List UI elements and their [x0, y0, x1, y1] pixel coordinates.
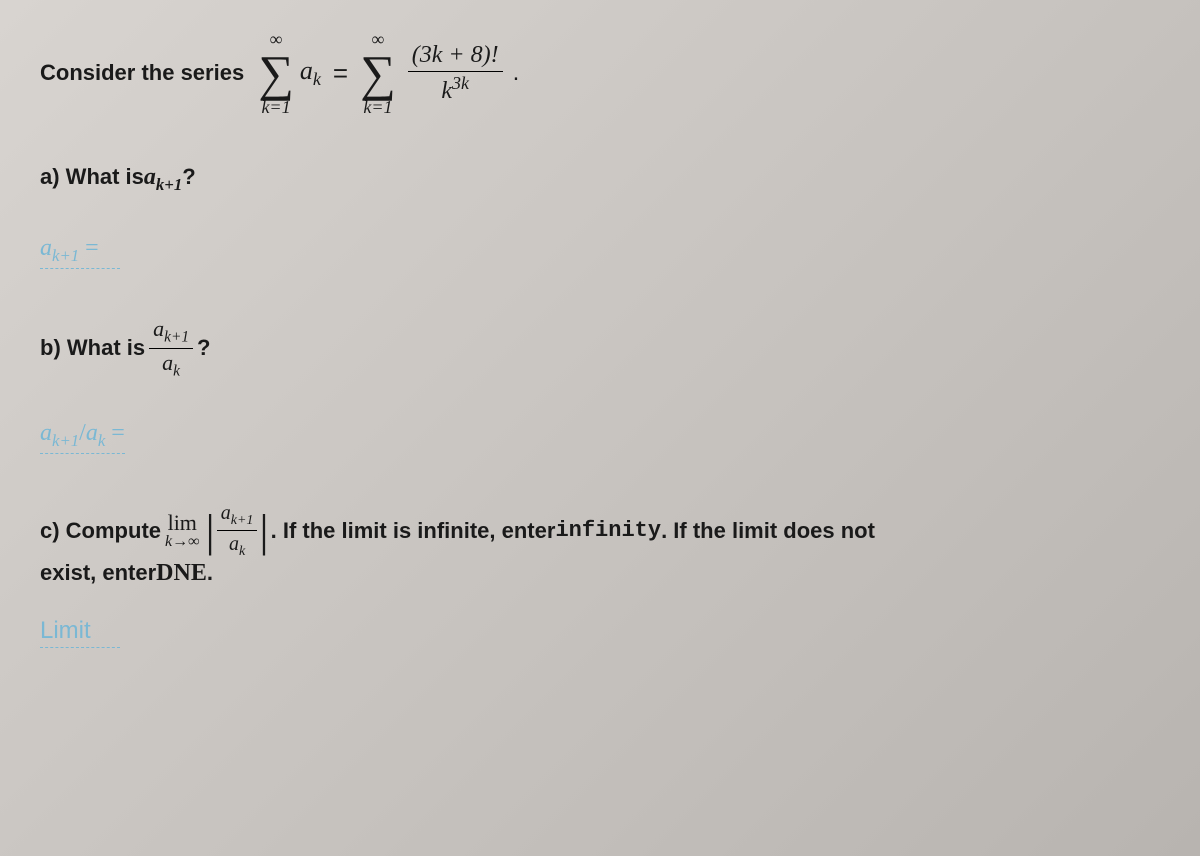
part-c-label2: . If the limit is infinite, enter: [271, 509, 556, 553]
dne-keyword: DNE: [156, 560, 207, 587]
part-c-label1: c) Compute: [40, 509, 161, 553]
part-c-label3: . If the limit does not: [661, 509, 875, 553]
series-fraction: (3k + 8)! k3k: [408, 42, 503, 104]
part-c-fraction: ak+1 ak: [217, 502, 258, 560]
equals: =: [333, 58, 348, 89]
period: .: [513, 59, 520, 87]
series-definition: Consider the series ∞ ∑ k=1 ak = ∞ ∑ k=1…: [40, 30, 1160, 116]
part-b: b) What is ak+1 ak ? ak+1/ak =: [40, 317, 1160, 454]
part-b-label: b) What is: [40, 335, 145, 361]
limit: lim k→∞: [165, 511, 200, 551]
part-a: a) What is ak+1? ak+1 =: [40, 164, 1160, 269]
term-ak: ak: [300, 56, 321, 90]
intro-text: Consider the series: [40, 60, 244, 86]
part-c-input[interactable]: Limit: [40, 617, 120, 648]
part-c-label4: exist, enter: [40, 560, 156, 586]
part-b-fraction: ak+1 ak: [149, 317, 193, 381]
part-b-input[interactable]: ak+1/ak =: [40, 420, 125, 454]
part-a-input[interactable]: ak+1 =: [40, 235, 120, 269]
part-a-label: a) What is: [40, 164, 144, 190]
part-a-var: ak+1: [144, 164, 182, 195]
infinity-keyword: infinity: [555, 509, 661, 553]
sigma-right: ∞ ∑ k=1: [360, 30, 396, 116]
sigma-left: ∞ ∑ k=1: [258, 30, 294, 116]
sigma-icon: ∑: [258, 48, 294, 98]
abs-bar-left: |: [204, 510, 217, 551]
part-c: c) Compute lim k→∞ | ak+1 ak | . If the …: [40, 502, 1160, 648]
sigma-icon: ∑: [360, 48, 396, 98]
abs-bar-right: |: [257, 510, 270, 551]
